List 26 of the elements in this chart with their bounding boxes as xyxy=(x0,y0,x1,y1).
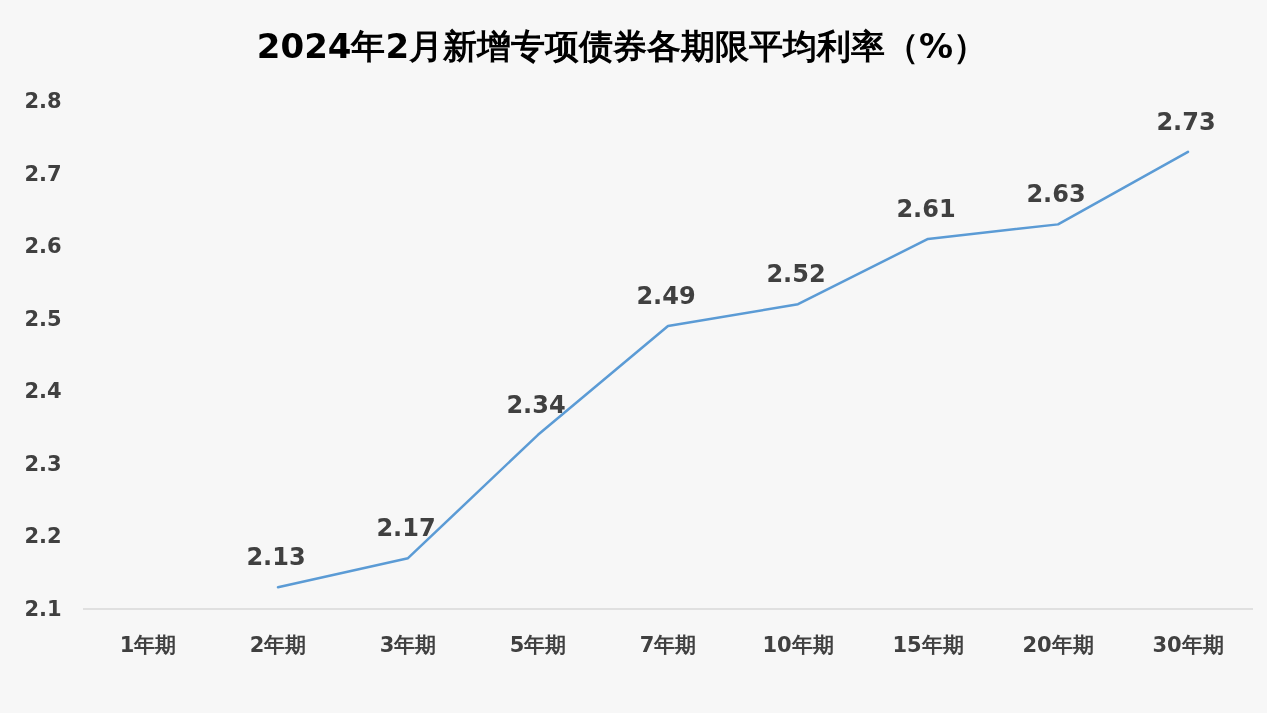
y-tick-label: 2.3 xyxy=(24,451,62,476)
data-label: 2.13 xyxy=(246,543,306,572)
y-tick-label: 2.5 xyxy=(24,306,62,331)
data-label: 2.63 xyxy=(1026,180,1086,209)
x-tick-label: 5年期 xyxy=(509,633,567,657)
data-label: 2.49 xyxy=(636,281,696,310)
data-label: 2.34 xyxy=(506,390,566,419)
data-label: 2.61 xyxy=(896,194,956,223)
x-tick-label: 10年期 xyxy=(762,633,834,657)
y-tick-label: 2.1 xyxy=(24,597,62,621)
x-tick-label: 1年期 xyxy=(119,633,177,657)
x-tick-label: 7年期 xyxy=(639,633,697,657)
chart-title: 2024年2月新增专项债券各期限平均利率（%） xyxy=(256,26,988,66)
x-tick-label: 2年期 xyxy=(249,633,307,657)
x-tick-label: 30年期 xyxy=(1152,633,1224,657)
x-tick-label: 3年期 xyxy=(379,633,437,657)
y-tick-label: 2.8 xyxy=(24,89,62,113)
x-tick-label: 20年期 xyxy=(1022,633,1094,657)
y-tick-label: 2.2 xyxy=(24,524,62,549)
x-tick-label: 15年期 xyxy=(892,633,964,657)
y-tick-label: 2.4 xyxy=(24,379,62,404)
data-label: 2.17 xyxy=(376,514,436,543)
y-tick-label: 2.7 xyxy=(24,161,62,186)
data-label: 2.73 xyxy=(1156,107,1216,136)
data-label: 2.52 xyxy=(766,260,826,289)
y-tick-label: 2.6 xyxy=(24,234,62,259)
